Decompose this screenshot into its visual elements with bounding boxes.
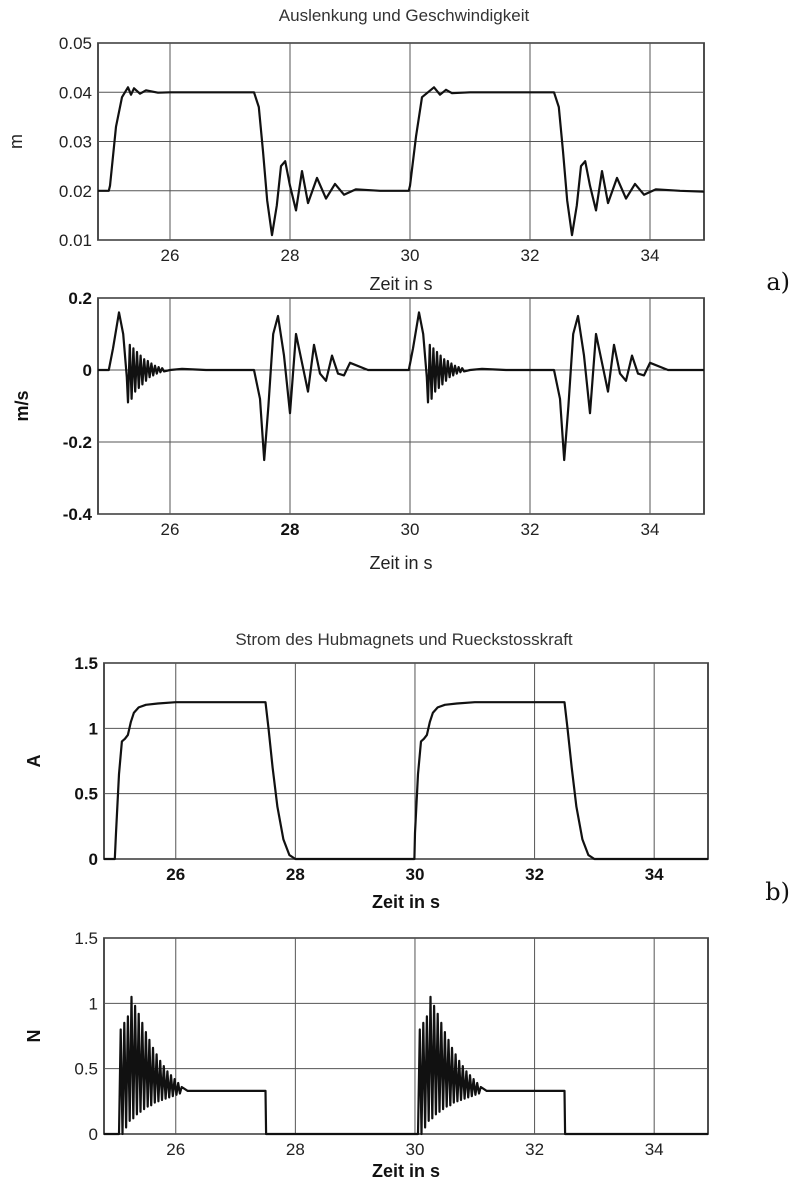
subfigure-label-a: a): [766, 268, 790, 296]
x-tick-label: 26: [166, 1140, 185, 1159]
subfigure-label-b: b): [765, 878, 790, 906]
plot-frame: [103, 937, 709, 1135]
y-tick-label: 0: [83, 361, 92, 380]
x-tick-label: 26: [161, 520, 180, 539]
x-tick-label: 28: [281, 246, 300, 265]
x-tick-label: 32: [521, 520, 540, 539]
y-tick-label: 0.05: [59, 34, 92, 53]
chart-panel-b1: 26 28 30 32 34 0 0.5 1 1.5 Zeit in s A: [24, 654, 709, 912]
x-tick-label: 30: [401, 246, 420, 265]
x-tick-label: 32: [525, 865, 544, 884]
x-tick-label: 28: [281, 520, 300, 539]
x-tick-label: 28: [286, 1140, 305, 1159]
series-line-0: [104, 701, 708, 861]
y-axis-label: A: [24, 755, 44, 768]
y-tick-label: 0: [89, 850, 98, 869]
y-tick-label: -0.4: [63, 505, 93, 524]
figure-title-a: Auslenkung und Geschwindigkeit: [279, 6, 530, 25]
y-tick-label: 0.01: [59, 231, 92, 250]
y-tick-label: 0.03: [59, 133, 92, 152]
y-tick-label: 1.5: [74, 929, 98, 948]
x-tick-label: 26: [166, 865, 185, 884]
x-tick-label: 30: [406, 865, 425, 884]
y-tick-label: 0.5: [74, 785, 98, 804]
y-tick-label: 1: [89, 994, 98, 1013]
x-axis-label: Zeit in s: [369, 274, 432, 294]
series-line-0: [98, 311, 704, 462]
x-tick-label: 30: [406, 1140, 425, 1159]
chart-panel-a1: 26 28 30 32 34 0.01 0.02 0.03 0.04 0.05 Zeit in s m: [6, 34, 705, 294]
plot-frame: [103, 662, 709, 860]
series-line-0: [98, 86, 705, 237]
x-tick-label: 28: [286, 865, 305, 884]
x-tick-label: 34: [641, 520, 660, 539]
y-tick-label: 0.04: [59, 83, 92, 102]
y-tick-label: 0.5: [74, 1060, 98, 1079]
chart-panels: 26 28 30 32 34 0.01 0.02 0.03 0.04 0.05 Zeit in s m…: [6, 34, 709, 1181]
x-tick-label: 34: [645, 865, 664, 884]
y-tick-label: 1: [89, 719, 98, 738]
y-tick-label: 1.5: [74, 654, 98, 673]
x-tick-label: 32: [521, 246, 540, 265]
y-tick-label: 0: [89, 1125, 98, 1144]
y-axis-label: m: [6, 134, 26, 149]
y-axis-label: N: [24, 1030, 44, 1043]
x-tick-label: 30: [401, 520, 420, 539]
x-axis-label: Zeit in s: [372, 1161, 440, 1181]
x-axis-label: Zeit in s: [369, 553, 432, 573]
x-tick-label: 26: [161, 246, 180, 265]
y-axis-label: m/s: [12, 390, 32, 421]
x-axis-label: Zeit in s: [372, 892, 440, 912]
plot-frame: [97, 297, 705, 515]
series-line-0: [104, 995, 708, 1136]
x-tick-label: 34: [641, 246, 660, 265]
chart-panel-a2: 26 28 30 32 34 -0.4 -0.2 0 0.2 Zeit in s m/s: [12, 289, 705, 573]
figure-title-b: Strom des Hubmagnets und Rueckstosskraft: [235, 630, 573, 649]
x-tick-label: 32: [525, 1140, 544, 1159]
x-tick-label: 34: [645, 1140, 664, 1159]
y-tick-label: 0.2: [68, 289, 92, 308]
chart-panel-b2: 26 28 30 32 34 0 0.5 1 1.5 Zeit in s N: [24, 929, 709, 1181]
y-tick-label: -0.2: [63, 433, 92, 452]
y-tick-label: 0.02: [59, 182, 92, 201]
